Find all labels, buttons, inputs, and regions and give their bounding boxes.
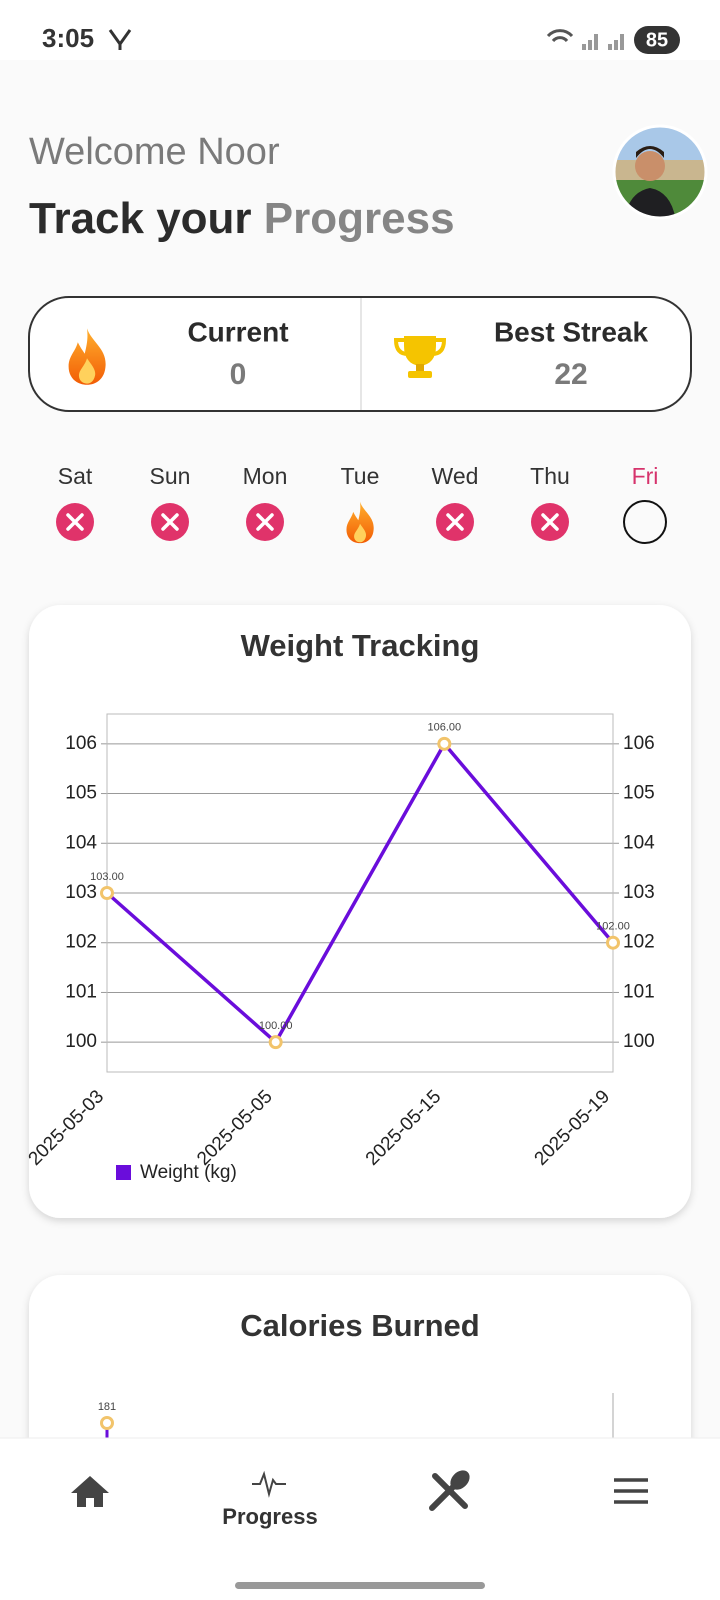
avatar-ring bbox=[612, 124, 708, 220]
missed-cross bbox=[161, 513, 179, 531]
point bbox=[606, 935, 620, 950]
day-label: Wed bbox=[432, 463, 479, 489]
day-label: Sun bbox=[150, 463, 191, 489]
title-dark: Track your bbox=[29, 194, 252, 243]
nav-label[interactable]: Progress bbox=[222, 1504, 317, 1529]
value-label: 102.00 bbox=[596, 921, 630, 933]
title: Track your Progress bbox=[29, 194, 455, 243]
y-tick-label: 105 bbox=[65, 783, 97, 804]
y2-tick-label: 104 bbox=[623, 832, 655, 853]
greeting: Welcome Noor bbox=[29, 131, 280, 173]
chart-title: Calories Burned bbox=[240, 1308, 479, 1343]
best-value: 22 bbox=[554, 358, 587, 391]
y-tick-label: 103 bbox=[65, 882, 97, 903]
legend-label: Weight (kg) bbox=[140, 1162, 237, 1183]
y-tick-label: 100 bbox=[65, 1031, 97, 1052]
y2-tick-label: 102 bbox=[623, 932, 655, 953]
weight-card bbox=[29, 605, 691, 1218]
best-label: Best Streak bbox=[494, 316, 649, 347]
value-label: 103.00 bbox=[90, 871, 124, 883]
y2-tick-label: 101 bbox=[623, 981, 655, 1002]
current-value: 0 bbox=[230, 358, 247, 391]
battery bbox=[634, 26, 680, 54]
bottom-nav bbox=[0, 1438, 720, 1600]
missed-cross bbox=[256, 513, 274, 531]
point bbox=[437, 736, 452, 751]
point bbox=[268, 1035, 283, 1050]
value-label: 106.00 bbox=[428, 722, 462, 734]
y2-tick-label: 106 bbox=[623, 733, 655, 754]
y-tick-label: 106 bbox=[65, 733, 97, 754]
value-label: 100.00 bbox=[259, 1020, 293, 1032]
title-light: Progress bbox=[264, 194, 455, 243]
week-row: Sat Sun Mon Tue Wed Thu Fri bbox=[56, 463, 667, 544]
day-label: Fri bbox=[632, 463, 659, 489]
status-bar bbox=[0, 0, 720, 60]
avatar[interactable] bbox=[610, 120, 710, 222]
y2-tick-label: 105 bbox=[623, 783, 655, 804]
wifi-icon bbox=[546, 29, 574, 43]
day-label: Tue bbox=[341, 463, 380, 489]
status-time: 3:05 bbox=[42, 23, 94, 53]
point bbox=[100, 886, 114, 900]
value-label: 181 bbox=[98, 1401, 116, 1413]
done-icon bbox=[346, 501, 374, 544]
missed-cross bbox=[66, 513, 84, 531]
day-label: Thu bbox=[530, 463, 570, 489]
y-tick-label: 102 bbox=[65, 932, 97, 953]
y2-tick-label: 103 bbox=[623, 882, 655, 903]
day-label: Mon bbox=[243, 463, 288, 489]
missed-cross bbox=[446, 513, 464, 531]
streak-card bbox=[28, 296, 692, 412]
y-tick-label: 101 bbox=[65, 981, 97, 1002]
y-tick-label: 104 bbox=[65, 832, 97, 853]
day-label: Sat bbox=[58, 463, 93, 489]
chart-title: Weight Tracking bbox=[241, 628, 480, 663]
status-icon bbox=[108, 29, 132, 50]
missed-cross bbox=[541, 513, 559, 531]
legend-swatch bbox=[116, 1165, 131, 1180]
series-line bbox=[105, 740, 615, 1045]
signal-icon bbox=[582, 34, 624, 50]
nav-menu[interactable] bbox=[614, 1478, 648, 1504]
point bbox=[100, 1416, 114, 1430]
nav-progress[interactable] bbox=[252, 1470, 286, 1498]
calories-chart: 181 bbox=[98, 1393, 614, 1438]
home-indicator bbox=[235, 1582, 485, 1589]
nav-home[interactable] bbox=[71, 1476, 109, 1507]
battery-level: 85 bbox=[646, 29, 668, 51]
nav-meals[interactable] bbox=[429, 1467, 473, 1511]
y2-tick-label: 100 bbox=[623, 1031, 655, 1052]
today-icon bbox=[623, 500, 667, 544]
current-label: Current bbox=[187, 316, 288, 347]
trophy-icon bbox=[393, 336, 447, 378]
